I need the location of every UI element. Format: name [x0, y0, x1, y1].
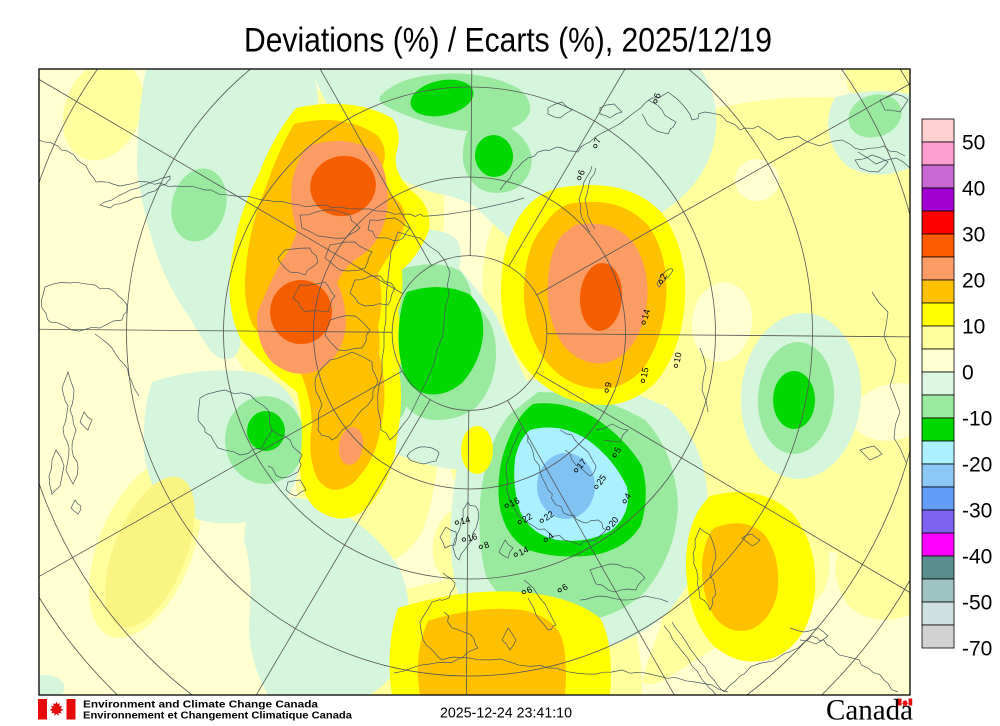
svg-text:2: 2 — [658, 272, 669, 281]
svg-text:-10: -10 — [962, 408, 992, 431]
svg-text:6: 6 — [525, 584, 533, 595]
svg-text:Environnement et Changement Cl: Environnement et Changement Climatique C… — [83, 710, 352, 722]
svg-text:2025-12-24 23:41:10: 2025-12-24 23:41:10 — [440, 706, 572, 722]
svg-text:14: 14 — [517, 544, 530, 557]
svg-text:-40: -40 — [962, 546, 992, 569]
svg-text:22: 22 — [542, 509, 556, 523]
svg-text:16: 16 — [466, 531, 478, 543]
svg-text:50: 50 — [962, 132, 985, 155]
svg-text:0: 0 — [962, 362, 974, 385]
svg-text:10: 10 — [962, 316, 985, 339]
svg-text:4: 4 — [546, 531, 556, 542]
svg-text:-70: -70 — [962, 638, 992, 661]
svg-text:-50: -50 — [962, 592, 992, 615]
svg-text:22: 22 — [520, 511, 534, 525]
svg-text:5: 5 — [612, 445, 623, 454]
svg-text:25: 25 — [594, 473, 608, 487]
svg-text:7: 7 — [592, 136, 603, 144]
svg-text:20: 20 — [962, 270, 985, 293]
svg-text:17: 17 — [575, 457, 589, 471]
svg-text:20: 20 — [607, 515, 621, 529]
svg-text:15: 15 — [639, 366, 651, 378]
svg-text:4: 4 — [622, 491, 633, 500]
svg-text:40: 40 — [962, 178, 985, 201]
svg-text:6: 6 — [576, 168, 587, 176]
svg-text:Deviations (%) / Ecarts (%), 2: Deviations (%) / Ecarts (%), 2025/12/19 — [244, 22, 772, 60]
svg-text:6: 6 — [652, 92, 663, 100]
svg-text:9: 9 — [603, 381, 614, 388]
svg-text:-20: -20 — [962, 454, 992, 477]
svg-text:10: 10 — [672, 351, 684, 363]
svg-text:-30: -30 — [962, 500, 992, 523]
svg-text:16: 16 — [508, 495, 521, 508]
svg-text:8: 8 — [483, 539, 491, 550]
svg-text:14: 14 — [459, 514, 471, 526]
svg-text:6: 6 — [560, 582, 569, 593]
svg-text:Environment and Climate Change: Environment and Climate Change Canada — [83, 699, 318, 711]
svg-text:14: 14 — [640, 308, 652, 320]
svg-text:30: 30 — [962, 224, 985, 247]
